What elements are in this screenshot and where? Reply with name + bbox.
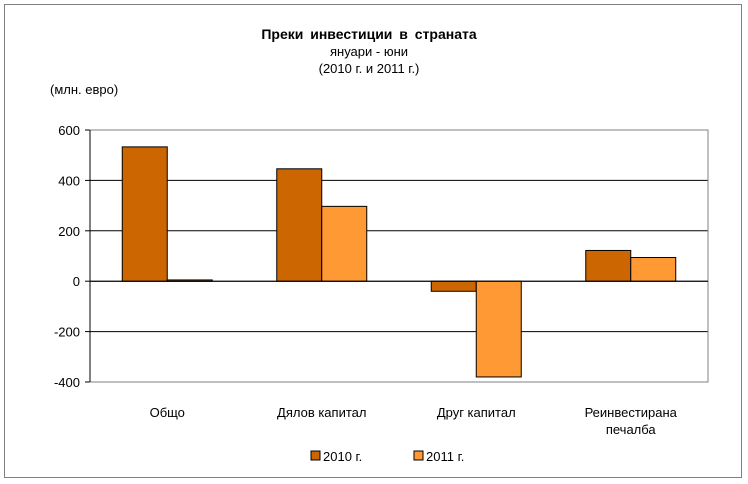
bar — [121, 146, 168, 282]
title-block: Преки инвестиции в страната януари - юни… — [0, 26, 738, 77]
bar — [321, 205, 368, 282]
y-tick-label: -400 — [54, 375, 80, 390]
x-category-label: Дялов капитал — [277, 405, 366, 420]
y-tick-label: 0 — [73, 274, 80, 289]
bar — [276, 168, 323, 282]
x-category-label: Друг капитал — [437, 405, 516, 420]
bar — [475, 280, 522, 378]
y-tick-label: 200 — [58, 224, 80, 239]
y-tick-label: 600 — [58, 123, 80, 138]
chart-subtitle-years: (2010 г. и 2011 г.) — [318, 61, 420, 76]
legend-label: 2010 г. — [323, 449, 362, 464]
bar — [585, 249, 632, 282]
x-category-label: Общо — [150, 405, 185, 420]
y-axis-unit-label: (млн. евро) — [50, 82, 119, 97]
chart-subtitle-period: януари - юни — [329, 44, 409, 59]
y-tick-label: -200 — [54, 325, 80, 340]
legend-label: 2011 г. — [426, 449, 464, 464]
legend-swatch — [310, 450, 321, 461]
x-category-label: печалба — [606, 422, 657, 437]
bar — [630, 257, 677, 282]
y-tick-label: 400 — [58, 173, 80, 188]
chart-title: Преки инвестиции в страната — [261, 26, 477, 42]
legend-swatch — [413, 450, 424, 461]
bar — [430, 280, 477, 292]
x-category-label: Реинвестирана — [585, 405, 678, 420]
